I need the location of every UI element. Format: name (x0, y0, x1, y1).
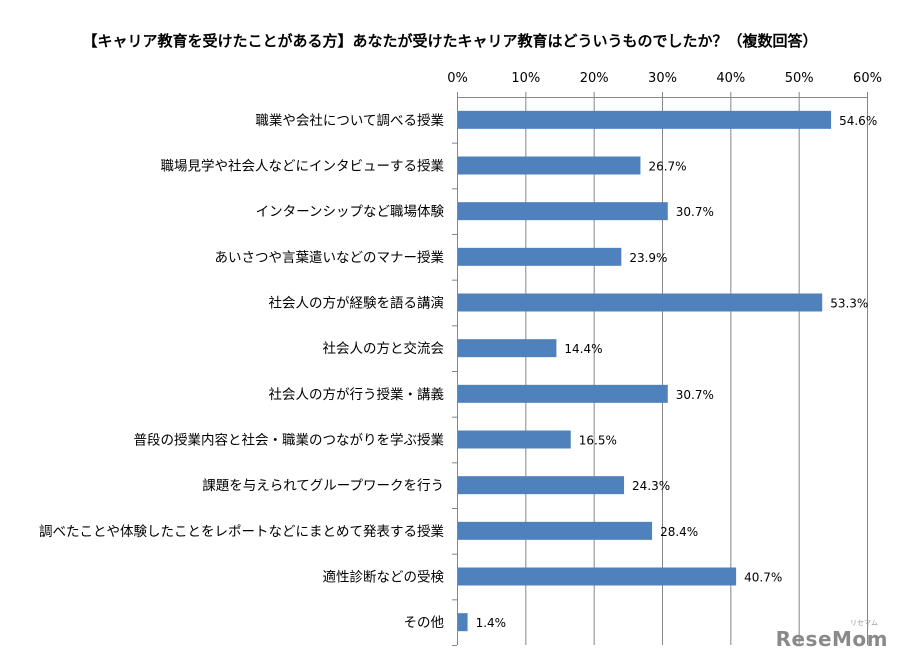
category-label: インターンシップなど職場体験 (256, 204, 445, 220)
category-label: 社会人の方が行う授業・講義 (269, 386, 445, 403)
category-label: あいさつや言葉遣いなどのマナー授業 (215, 250, 445, 266)
category-label: その他 (404, 615, 445, 631)
bar (458, 293, 823, 312)
bar (458, 613, 468, 632)
category-label: 職場見学や社会人などにインタビューする授業 (161, 159, 445, 175)
bar (458, 384, 668, 403)
value-label: 53.3% (830, 297, 868, 311)
bar (458, 156, 641, 175)
watermark-subtext: リセマム (850, 619, 878, 627)
value-label: 16.5% (579, 434, 617, 448)
x-tick-label: 10% (511, 71, 540, 86)
bar (458, 247, 622, 266)
value-label: 23.9% (629, 251, 667, 265)
category-label: 調べたことや体験したことをレポートなどにまとめて発表する授業 (39, 524, 444, 540)
value-label: 28.4% (660, 525, 698, 539)
bar (458, 567, 737, 586)
chart-title: 【キャリア教育を受けたことがある方】あなたが受けたキャリア教育はどういうものでし… (82, 32, 818, 50)
value-label: 30.7% (676, 205, 714, 219)
x-tick-label: 40% (716, 71, 745, 86)
category-label: 適性診断などの受検 (323, 569, 445, 586)
value-label: 1.4% (476, 616, 507, 630)
x-tick-label: 20% (580, 71, 609, 86)
value-label: 30.7% (676, 388, 714, 402)
category-label: 社会人の方と交流会 (323, 340, 445, 357)
category-label: 職業や会社について調べる授業 (255, 113, 444, 129)
watermark-logo: ReseMom (775, 627, 888, 651)
value-label: 14.4% (564, 342, 602, 356)
value-label: 26.7% (648, 160, 686, 174)
bar (458, 110, 832, 129)
category-label: 社会人の方が経験を語る講演 (269, 295, 445, 312)
bar (458, 476, 625, 495)
value-label: 24.3% (632, 479, 670, 493)
bar (458, 202, 668, 221)
bar (458, 339, 557, 358)
category-label: 課題を与えられてグループワークを行う (202, 478, 444, 494)
x-tick-label: 50% (785, 71, 814, 86)
x-tick-label: 60% (853, 71, 882, 86)
bar (458, 430, 571, 449)
x-tick-label: 30% (648, 71, 677, 86)
category-label: 普段の授業内容と社会・職業のつながりを学ぶ授業 (134, 432, 445, 449)
bar (458, 521, 653, 540)
value-label: 40.7% (744, 571, 782, 585)
x-tick-label: 0% (447, 71, 468, 86)
value-label: 54.6% (839, 114, 877, 128)
